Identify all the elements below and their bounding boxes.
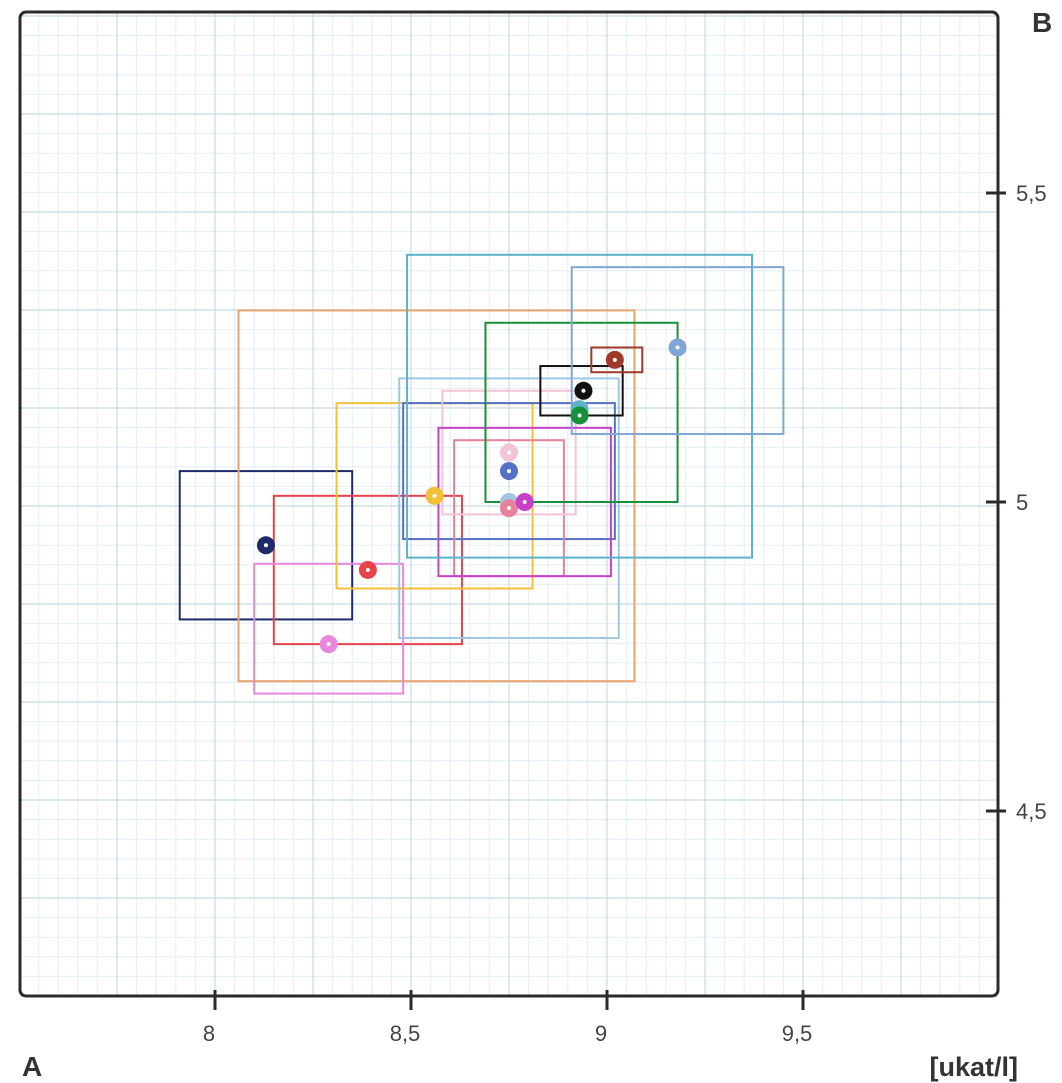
grid-major — [20, 12, 998, 997]
error-box-3 — [272, 494, 463, 646]
data-point-center — [507, 450, 511, 455]
error-box-6 — [398, 377, 620, 639]
x-tick-label: 8,5 — [390, 1021, 421, 1046]
data-point-9 — [500, 443, 518, 462]
data-point-5 — [425, 486, 444, 505]
data-point-8 — [500, 499, 518, 518]
data-point-center — [675, 345, 680, 350]
error-box-12 — [484, 321, 679, 503]
data-point-center — [263, 543, 268, 548]
error-box-14 — [590, 346, 644, 374]
x-tick-label: 9,5 — [782, 1021, 813, 1046]
error-box-7 — [402, 402, 616, 541]
y-axis-ticks: 4,5 5 5,5 — [986, 181, 1047, 824]
data-point-center — [577, 413, 582, 418]
plot-frame — [18, 10, 1000, 998]
corner-label-a: A — [22, 1051, 42, 1082]
y-tick-label: 4,5 — [1016, 799, 1047, 824]
data-point-center — [432, 493, 437, 498]
data-point-4 — [319, 635, 338, 654]
data-point-1 — [256, 536, 275, 555]
data-point-center — [581, 388, 586, 393]
error-boxes — [178, 253, 785, 695]
y-tick-label: 5 — [1016, 490, 1028, 515]
data-point-3 — [358, 560, 377, 579]
x-tick-label: 9 — [595, 1021, 607, 1046]
data-point-12 — [570, 406, 589, 425]
error-box-4 — [253, 562, 405, 695]
data-point-14 — [605, 350, 624, 369]
data-point-center — [326, 642, 331, 647]
corner-label-b: B — [1032, 7, 1052, 38]
y-tick-label: 5,5 — [1016, 181, 1047, 206]
data-points — [256, 338, 687, 654]
error-box-11 — [406, 253, 754, 559]
data-point-center — [612, 357, 617, 362]
x-tick-label: 8 — [203, 1021, 215, 1046]
data-point-center — [365, 567, 370, 572]
data-point-13 — [574, 381, 593, 400]
data-point-center — [507, 469, 511, 474]
data-point-center — [507, 506, 511, 511]
error-box-2 — [237, 309, 636, 683]
error-box-15 — [570, 266, 785, 436]
x-axis-ticks: 8 8,5 9 9,5 — [203, 990, 812, 1046]
data-point-10 — [515, 493, 534, 511]
data-point-center — [522, 500, 527, 504]
data-point-7 — [500, 462, 518, 481]
error-box-1 — [178, 470, 354, 621]
data-point-15 — [668, 338, 687, 357]
x-axis-unit-label: [ukat/l] — [929, 1052, 1018, 1082]
